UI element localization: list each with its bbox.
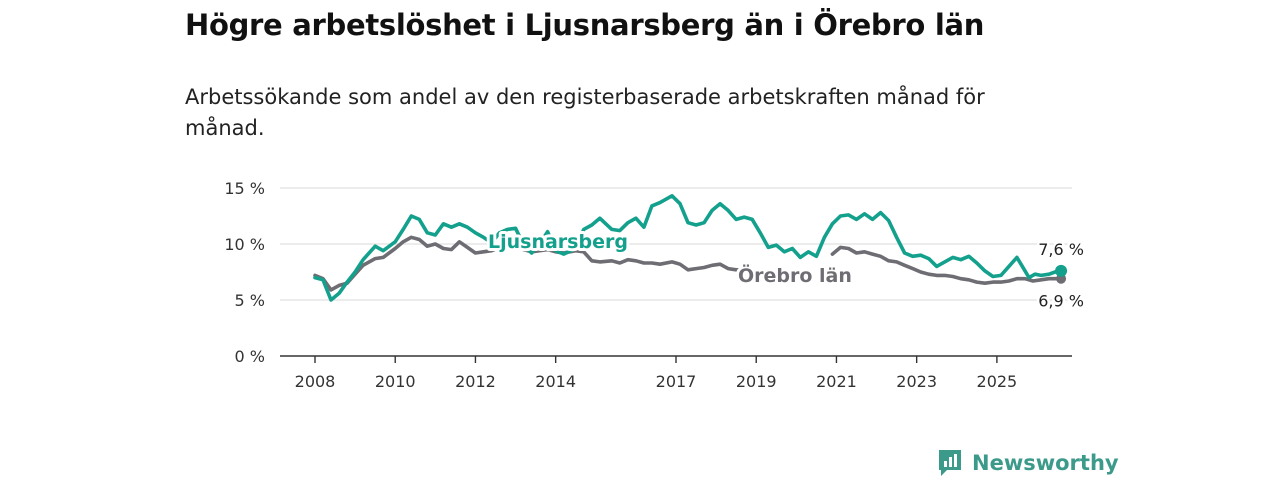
x-axis: 2008 2010 2012 2014 2017 2019 2021 2023 2025 xyxy=(280,355,1072,391)
end-label-ljusnarsberg: 7,6 % xyxy=(1038,240,1084,259)
chart-title: Högre arbetslöshet i Ljusnarsberg än i Ö… xyxy=(185,8,985,42)
series-line-ljusnarsberg xyxy=(313,194,1063,302)
grid-layer xyxy=(280,187,1072,301)
series-line-orebro-lan xyxy=(830,245,1063,285)
x-tick-label: 2010 xyxy=(375,372,416,391)
series-label-orebro-lan: Örebro län xyxy=(738,263,852,287)
y-axis: 0 % 5 % 10 % 15 % xyxy=(224,179,265,366)
series-layer xyxy=(313,194,1068,302)
x-tick-label: 2012 xyxy=(455,372,496,391)
y-tick-label: 15 % xyxy=(224,179,265,198)
series-end-point xyxy=(1055,264,1068,277)
end-label-ljusnarsberg-halo: 7,6 % xyxy=(1038,240,1084,259)
x-tick-label: 2008 xyxy=(295,372,336,391)
newsworthy-brand[interactable]: Newsworthy xyxy=(937,448,1119,478)
x-tick-label: 2025 xyxy=(977,372,1018,391)
x-tick-label: 2019 xyxy=(736,372,777,391)
newsworthy-logo-icon xyxy=(939,450,961,476)
x-tick-label: 2023 xyxy=(896,372,937,391)
end-label-orebro-lan: 6,9 % xyxy=(1038,292,1084,311)
x-tick-label: 2014 xyxy=(535,372,576,391)
x-tick-label: 2021 xyxy=(816,372,857,391)
x-tick-label: 2017 xyxy=(656,372,697,391)
y-tick-label: 5 % xyxy=(235,291,265,310)
y-tick-label: 0 % xyxy=(235,347,265,366)
end-label-orebro-lan-halo: 6,9 % xyxy=(1038,292,1084,311)
series-label-ljusnarsberg-halo: Ljusnarsberg xyxy=(488,231,628,253)
chart-subtitle: Arbetssökande som andel av den registerb… xyxy=(185,85,985,140)
series-label-orebro-lan-halo: Örebro län xyxy=(738,263,852,287)
brand-name: Newsworthy xyxy=(972,451,1119,475)
y-tick-label: 10 % xyxy=(224,235,265,254)
series-label-ljusnarsberg: Ljusnarsberg xyxy=(488,231,628,253)
